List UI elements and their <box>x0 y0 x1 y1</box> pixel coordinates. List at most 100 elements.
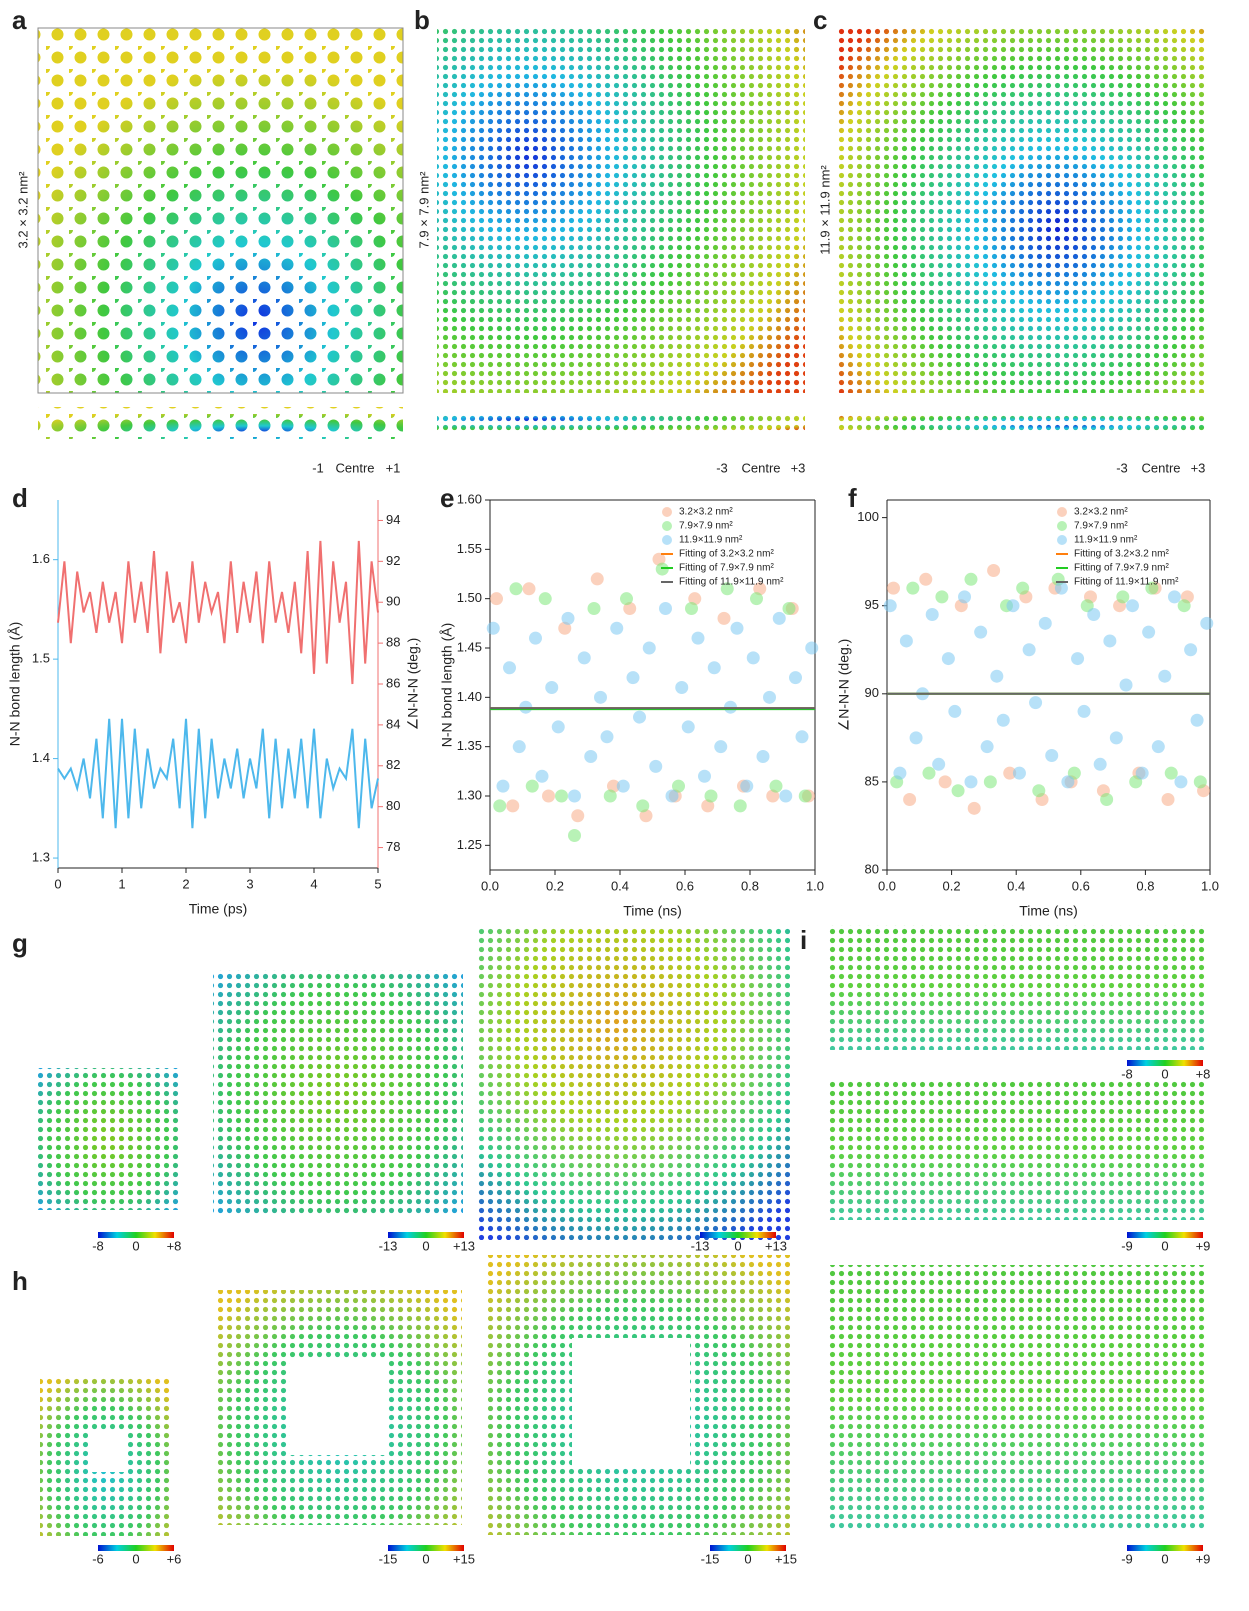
scatter-point <box>903 793 917 807</box>
scatter-point <box>990 669 1004 683</box>
scatter-point <box>1045 748 1059 762</box>
scatter-point <box>561 611 575 625</box>
scale-label: -1 <box>312 460 324 475</box>
scatter-point <box>626 671 640 685</box>
scatter-point <box>922 766 936 780</box>
scatter-point <box>766 789 780 803</box>
structure-image <box>828 1080 1207 1220</box>
colorbar-label: +13 <box>765 1238 787 1253</box>
scatter-point <box>1022 643 1036 657</box>
scatter-point <box>1135 766 1149 780</box>
x-tick-label: 0.4 <box>1007 878 1025 893</box>
size-label: 3.2 × 3.2 nm² <box>15 171 30 249</box>
scatter-point <box>964 572 978 586</box>
scatter-point <box>525 779 539 793</box>
scatter-point <box>571 809 585 823</box>
colorbar-label: -9 <box>1121 1238 1133 1253</box>
y2-tick-label: 94 <box>386 512 400 527</box>
panel-label: d <box>12 483 28 513</box>
legend-label: 3.2×3.2 nm² <box>679 507 733 518</box>
y2-tick-label: 86 <box>386 675 400 690</box>
scatter-point <box>1142 625 1156 639</box>
colorbar-label: +15 <box>453 1551 475 1566</box>
scale-label: -3 <box>716 460 728 475</box>
x-tick-label: 0.8 <box>741 878 759 893</box>
x-axis-label: Time (ns) <box>623 903 682 919</box>
scatter-point <box>1174 775 1188 789</box>
colorbar-label: -15 <box>379 1551 398 1566</box>
scatter-point <box>1109 731 1123 745</box>
scatter-point <box>925 608 939 622</box>
x-tick-label: 3 <box>246 876 253 891</box>
panel-label: g <box>12 928 28 958</box>
legend-label: 3.2×3.2 nm² <box>1074 507 1128 518</box>
scatter-point <box>512 740 526 754</box>
scatter-point <box>893 766 907 780</box>
x-tick-label: 0.2 <box>546 878 564 893</box>
colorbar-label: 0 <box>1161 1066 1168 1081</box>
scatter-point <box>633 710 646 724</box>
scatter-point <box>733 799 747 813</box>
legend-marker <box>662 507 672 517</box>
scatter-point <box>938 775 952 789</box>
scale-label: +3 <box>791 460 806 475</box>
scatter-point <box>717 611 731 625</box>
scatter-point <box>551 720 565 734</box>
scatter-point <box>688 592 702 606</box>
colorbar-label: -13 <box>379 1238 398 1253</box>
legend-label: 7.9×7.9 nm² <box>1074 521 1128 532</box>
structure-image <box>838 27 1205 393</box>
scatter-point <box>967 801 981 815</box>
size-label: 7.9 × 7.9 nm² <box>416 171 431 249</box>
y-tick-label: 85 <box>865 773 879 788</box>
legend-label: Fitting of 7.9×7.9 nm² <box>1074 563 1169 574</box>
legend-marker <box>1057 521 1067 531</box>
y2-axis-label: ∠N-N-N (deg.) <box>405 638 421 731</box>
legend-label: Fitting of 11.9×11.9 nm² <box>1074 577 1179 588</box>
scatter-point <box>883 599 897 613</box>
scatter-point <box>538 592 552 606</box>
y-tick-label: 1.45 <box>457 639 482 654</box>
x-tick-label: 0.8 <box>1136 878 1154 893</box>
scatter-point <box>769 779 783 793</box>
scatter-point <box>1151 740 1165 754</box>
y2-tick-label: 88 <box>386 635 400 650</box>
y-tick-label: 1.50 <box>457 590 482 605</box>
scatter-point <box>503 661 516 675</box>
colorbar-label: 0 <box>422 1551 429 1566</box>
scatter-point <box>655 562 669 576</box>
scatter-point <box>996 713 1010 727</box>
scatter-point <box>1125 599 1139 613</box>
colorbar <box>710 1545 786 1551</box>
x-tick-label: 0.6 <box>676 878 694 893</box>
scatter-point <box>558 621 572 635</box>
scatter-point <box>506 799 520 813</box>
scatter-point <box>698 769 711 783</box>
scatter-point <box>1077 704 1091 718</box>
panel-label: a <box>12 5 27 35</box>
scatter-point <box>1006 599 1020 613</box>
scale-label: Centre <box>741 460 780 475</box>
scatter-point <box>681 720 695 734</box>
scatter-point <box>1116 590 1130 604</box>
y-tick-label: 1.30 <box>457 787 482 802</box>
y-tick-label: 1.6 <box>32 551 50 566</box>
scatter-point <box>789 671 802 685</box>
scatter-point <box>659 602 672 616</box>
scatter-point <box>782 602 796 616</box>
scatter-point <box>1193 775 1207 789</box>
scatter-point <box>535 769 549 783</box>
colorbar-label: -6 <box>92 1551 104 1566</box>
scatter-point <box>542 789 555 803</box>
colorbar <box>98 1232 174 1238</box>
structure-image <box>38 1068 180 1210</box>
legend-label: Fitting of 3.2×3.2 nm² <box>1074 549 1169 560</box>
scatter-point <box>652 552 666 566</box>
scatter-point <box>763 690 776 704</box>
scatter-point <box>974 625 988 639</box>
colorbar <box>388 1545 464 1551</box>
scatter-point <box>672 779 685 793</box>
side-view <box>38 407 403 439</box>
scatter-point <box>1100 793 1114 807</box>
